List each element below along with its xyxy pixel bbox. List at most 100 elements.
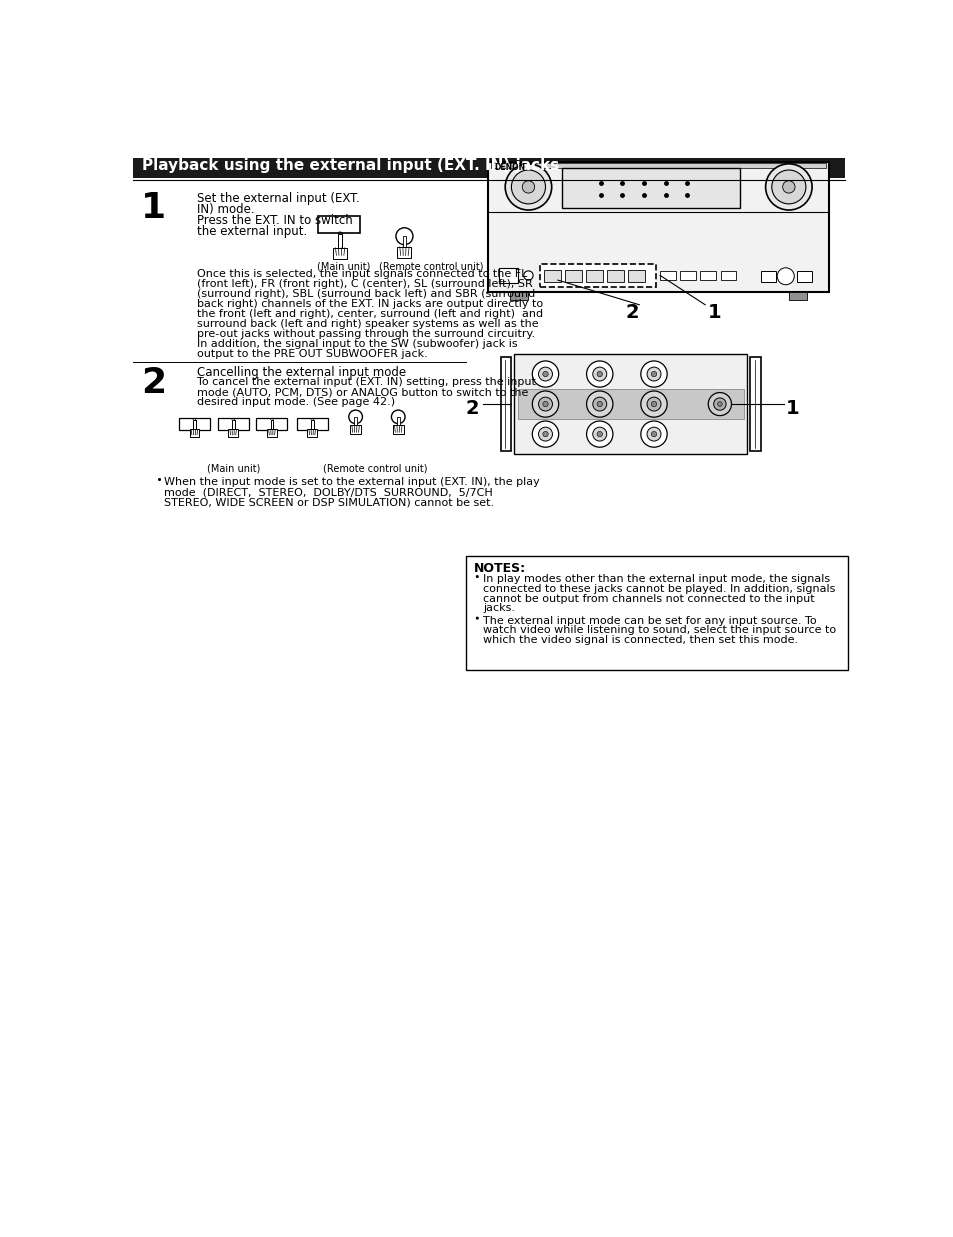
FancyBboxPatch shape [193, 419, 195, 429]
FancyBboxPatch shape [396, 417, 399, 426]
Circle shape [771, 169, 805, 204]
Bar [796, 271, 811, 282]
Text: watch video while listening to sound, select the input source to: watch video while listening to sound, se… [483, 626, 836, 636]
Circle shape [523, 271, 533, 280]
Text: IN) mode.: IN) mode. [196, 203, 254, 216]
Text: To cancel the external input (EXT. IN) setting, press the input: To cancel the external input (EXT. IN) s… [196, 377, 535, 387]
FancyBboxPatch shape [333, 247, 347, 259]
Text: 1: 1 [785, 400, 799, 418]
Bar [517, 388, 743, 419]
Text: the front (left and right), center, surround (left and right)  and: the front (left and right), center, surr… [196, 309, 542, 319]
Circle shape [537, 427, 552, 442]
Text: cannot be output from channels not connected to the input: cannot be output from channels not conne… [483, 594, 814, 604]
Text: NOTES:: NOTES: [474, 562, 526, 575]
Text: 2: 2 [465, 400, 478, 418]
Text: Cancelling the external input mode: Cancelling the external input mode [196, 366, 405, 380]
Bar [627, 270, 644, 282]
Circle shape [476, 575, 478, 578]
Text: Press the EXT. IN to switch: Press the EXT. IN to switch [196, 214, 352, 226]
Circle shape [542, 371, 548, 377]
FancyBboxPatch shape [296, 418, 328, 430]
Circle shape [511, 169, 545, 204]
Circle shape [640, 361, 666, 387]
Bar [700, 271, 716, 280]
Bar [500, 357, 511, 452]
FancyBboxPatch shape [217, 418, 249, 430]
Circle shape [537, 367, 552, 381]
Text: (Main unit): (Main unit) [316, 262, 370, 272]
FancyBboxPatch shape [350, 426, 361, 434]
Text: (front left), FR (front right), C (center), SL (surround left), SR: (front left), FR (front right), C (cente… [196, 280, 532, 289]
Circle shape [640, 421, 666, 448]
Bar [509, 292, 528, 301]
FancyBboxPatch shape [133, 158, 843, 178]
Text: surround back (left and right) speaker systems as well as the: surround back (left and right) speaker s… [196, 319, 537, 329]
Circle shape [532, 361, 558, 387]
FancyBboxPatch shape [307, 429, 316, 437]
Circle shape [597, 432, 602, 437]
Bar [720, 271, 736, 280]
Text: which the video signal is connected, then set this mode.: which the video signal is connected, the… [483, 635, 798, 644]
FancyBboxPatch shape [397, 247, 411, 257]
FancyBboxPatch shape [402, 236, 406, 247]
Bar [491, 163, 825, 168]
FancyBboxPatch shape [393, 426, 403, 434]
Text: (surround right), SBL (surround back left) and SBR (surround: (surround right), SBL (surround back lef… [196, 289, 535, 299]
Circle shape [597, 371, 602, 377]
Circle shape [586, 421, 612, 448]
FancyBboxPatch shape [232, 419, 234, 429]
Bar [679, 271, 695, 280]
Text: (Remote control unit): (Remote control unit) [378, 262, 483, 272]
Circle shape [646, 397, 660, 411]
Text: Once this is selected, the input signals connected to the FL: Once this is selected, the input signals… [196, 270, 527, 280]
Bar [788, 292, 806, 301]
Text: pre-out jacks without passing through the surround circuitry.: pre-out jacks without passing through th… [196, 329, 535, 339]
Circle shape [651, 371, 656, 377]
Text: jacks.: jacks. [483, 604, 515, 614]
FancyBboxPatch shape [228, 429, 238, 437]
FancyBboxPatch shape [337, 234, 342, 247]
Circle shape [158, 477, 161, 481]
Circle shape [537, 397, 552, 411]
Text: 1: 1 [707, 303, 721, 322]
Circle shape [651, 401, 656, 407]
Circle shape [713, 398, 725, 411]
Bar [561, 168, 740, 208]
Text: output to the PRE OUT SUBWOOFER jack.: output to the PRE OUT SUBWOOFER jack. [196, 349, 427, 360]
Text: connected to these jacks cannot be played. In addition, signals: connected to these jacks cannot be playe… [483, 584, 835, 594]
Text: DENON: DENON [494, 163, 525, 172]
Circle shape [597, 401, 602, 407]
FancyBboxPatch shape [271, 419, 273, 429]
Circle shape [586, 391, 612, 417]
Circle shape [349, 411, 362, 423]
Circle shape [542, 401, 548, 407]
Bar [606, 270, 623, 282]
Text: 2: 2 [624, 303, 639, 322]
Text: (Main unit): (Main unit) [207, 464, 260, 474]
Bar [514, 354, 746, 454]
Circle shape [532, 421, 558, 448]
Circle shape [717, 402, 721, 407]
FancyBboxPatch shape [311, 419, 314, 429]
Circle shape [707, 392, 731, 416]
Text: mode (AUTO, PCM, DTS) or ANALOG button to switch to the: mode (AUTO, PCM, DTS) or ANALOG button t… [196, 387, 528, 397]
Circle shape [521, 181, 534, 193]
Circle shape [395, 228, 413, 245]
Bar [543, 270, 560, 282]
Circle shape [391, 411, 405, 423]
Text: mode  (DIRECT,  STEREO,  DOLBY/DTS  SURROUND,  5/7CH: mode (DIRECT, STEREO, DOLBY/DTS SURROUND… [164, 487, 493, 497]
Bar [488, 162, 828, 292]
Bar [564, 270, 581, 282]
Circle shape [646, 367, 660, 381]
Circle shape [640, 391, 666, 417]
Circle shape [592, 397, 606, 411]
Text: (Remote control unit): (Remote control unit) [322, 464, 427, 474]
FancyBboxPatch shape [190, 429, 199, 437]
Bar [659, 271, 675, 280]
Text: desired input mode. (See page 42.): desired input mode. (See page 42.) [196, 397, 395, 407]
FancyBboxPatch shape [354, 417, 356, 426]
FancyBboxPatch shape [539, 263, 656, 287]
Circle shape [476, 616, 478, 620]
Text: the external input.: the external input. [196, 225, 307, 238]
Circle shape [646, 427, 660, 442]
